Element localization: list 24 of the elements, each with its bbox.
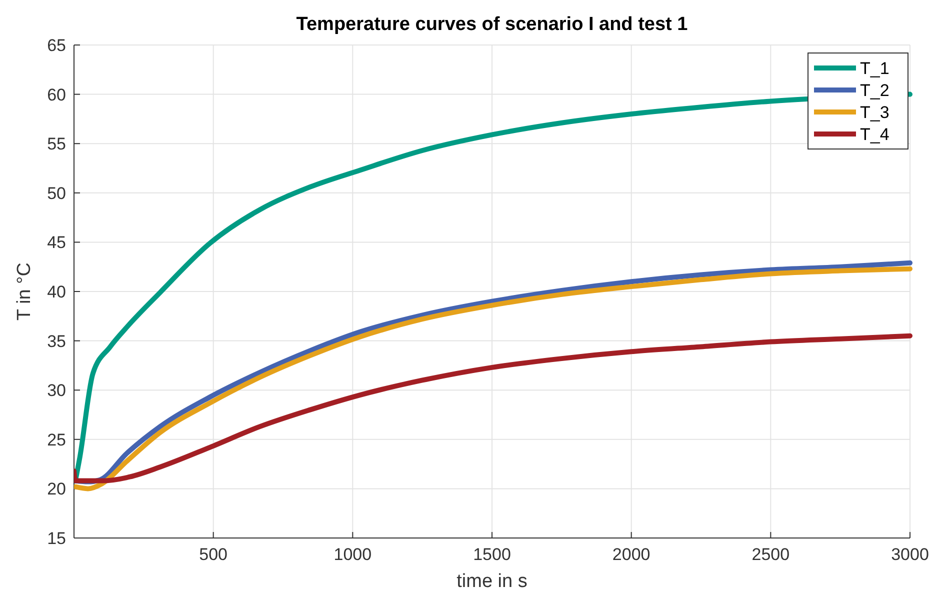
y-tick-label: 50 [47,184,66,203]
chart-title: Temperature curves of scenario I and test 1 [296,14,688,35]
y-tick-label: 15 [47,529,66,548]
y-tick-label: 40 [47,282,66,302]
legend-label: T_3 [860,103,890,122]
x-tick-label: 2000 [612,545,650,564]
y-tick-label: 20 [47,480,66,499]
y-tick-label: 25 [47,430,66,450]
y-tick-label: 35 [47,332,66,351]
x-tick-label: 500 [199,545,228,564]
y-axis-title: T in °C [14,262,35,320]
y-tick-label: 45 [47,233,66,252]
legend-label: T_4 [860,125,890,144]
y-tick-label: 55 [47,134,66,154]
legend-label: T_1 [860,59,890,78]
y-tick-label: 60 [47,85,66,104]
x-tick-label: 3000 [891,545,929,564]
x-axis-title: time in s [456,571,528,592]
x-tick-label: 1500 [473,545,511,564]
x-tick-label: 1000 [334,545,372,564]
legend-label: T_2 [860,81,890,100]
y-tick-label: 65 [47,36,66,55]
y-tick-label: 30 [47,381,66,400]
x-tick-label: 2500 [752,545,790,564]
